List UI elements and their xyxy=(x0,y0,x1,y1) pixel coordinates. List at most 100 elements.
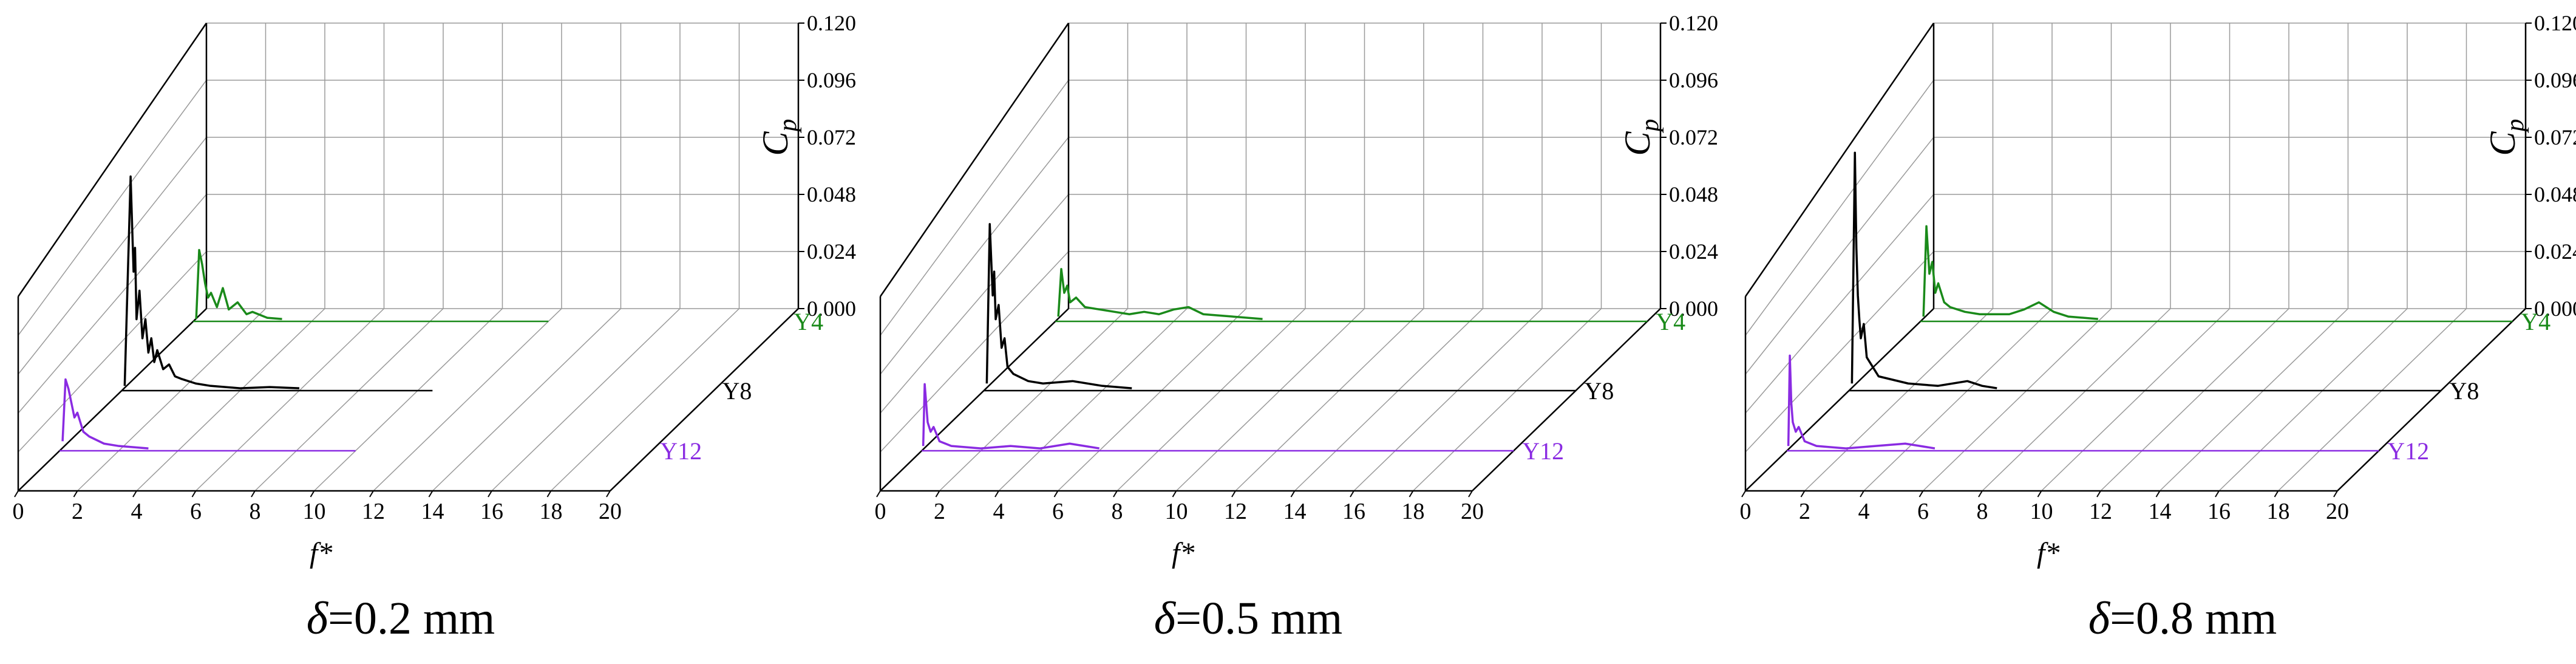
x-tick-mark xyxy=(2156,491,2160,497)
x-tick-mark xyxy=(370,491,373,497)
caption-value-3: =0.8 mm xyxy=(2110,593,2277,644)
series-label-Y8: Y8 xyxy=(2450,377,2479,405)
x-tick-mark xyxy=(2038,491,2042,497)
series-label-Y4: Y4 xyxy=(794,308,823,335)
x-tick-mark xyxy=(192,491,196,497)
x-tick-label: 2 xyxy=(1799,499,1810,524)
series-Y4: Y4 xyxy=(193,250,823,336)
x-tick-mark xyxy=(2275,491,2279,497)
side-wall-grid-line xyxy=(1745,80,1934,335)
x-tick-mark xyxy=(1742,491,1745,497)
x-tick-mark xyxy=(548,491,551,497)
side-wall-grid-line xyxy=(1745,252,1934,452)
x-tick-label: 8 xyxy=(1977,499,1988,524)
floor-grid-line xyxy=(137,309,325,491)
z-tick-label: 0.048 xyxy=(2534,182,2576,207)
x-tick-mark xyxy=(1232,491,1235,497)
z-tick-label: 0.048 xyxy=(807,182,856,207)
floor-grid-line xyxy=(1864,309,2052,491)
x-axis-label: f* xyxy=(2037,537,2059,569)
floor-grid-line xyxy=(196,309,384,491)
x-tick-label: 12 xyxy=(1224,499,1247,524)
z-tick-label: 0.024 xyxy=(1669,239,1718,264)
z-tick-label: 0.096 xyxy=(1669,68,1718,92)
series-Y4: Y4 xyxy=(1055,269,1685,335)
floor-grid-line xyxy=(1058,309,1246,491)
chart-frame xyxy=(880,23,1660,491)
x-tick-label: 2 xyxy=(934,499,945,524)
x-tick-mark xyxy=(1350,491,1354,497)
x-tick-label: 14 xyxy=(421,499,444,524)
x-tick-label: 20 xyxy=(1461,499,1484,524)
x-tick-mark xyxy=(311,491,314,497)
x-tick-mark xyxy=(607,491,610,497)
z-axis-label-main: C xyxy=(755,131,795,156)
z-axis-label-sub: p xyxy=(774,119,802,134)
x-tick-label: 2 xyxy=(72,499,83,524)
z-tick-label: 0.024 xyxy=(2534,239,2576,264)
x-tick-label: 6 xyxy=(1052,499,1064,524)
floor-grid-line xyxy=(1982,309,2170,491)
x-tick-label: 14 xyxy=(2149,499,2172,524)
z-tick-label: 0.120 xyxy=(1669,11,1718,35)
z-axis-label: Cp xyxy=(755,119,802,156)
side-wall-grid-line xyxy=(18,80,206,335)
floor-grid-line xyxy=(1354,309,1542,491)
floor-grid-line xyxy=(1295,309,1483,491)
x-tick-label: 18 xyxy=(1402,499,1425,524)
x-tick-label: 14 xyxy=(1283,499,1307,524)
x-tick-mark xyxy=(1291,491,1295,497)
x-tick-mark xyxy=(15,491,18,497)
floor-left-edge xyxy=(18,309,206,491)
chart-panel-3: 02468101214161820f*0.0000.0240.0480.0720… xyxy=(1740,11,2576,569)
z-tick-label: 0.072 xyxy=(2534,125,2576,149)
series-label-Y4: Y4 xyxy=(1656,308,1685,335)
floor-grid-line xyxy=(433,309,621,491)
series-line-Y12 xyxy=(1789,355,1935,448)
series-line-Y4 xyxy=(1923,226,2098,319)
caption-chart-1: δ=0.2 mm xyxy=(127,592,674,645)
x-tick-label: 18 xyxy=(2267,499,2290,524)
x-tick-mark xyxy=(74,491,78,497)
floor-grid-line xyxy=(999,309,1187,491)
series-line-Y12 xyxy=(923,384,1099,448)
series-Y8: Y8 xyxy=(1849,152,2479,405)
x-tick-label: 16 xyxy=(480,499,503,524)
x-tick-mark xyxy=(1173,491,1177,497)
z-tick-label: 0.096 xyxy=(2534,68,2576,92)
x-tick-label: 12 xyxy=(362,499,385,524)
x-tick-mark xyxy=(429,491,433,497)
caption-symbol-1: δ xyxy=(307,593,328,644)
side-wall-grid-line xyxy=(880,194,1069,413)
x-axis-label: f* xyxy=(310,537,332,569)
x-tick-mark xyxy=(1801,491,1805,497)
x-tick-label: 0 xyxy=(875,499,886,524)
x-tick-label: 4 xyxy=(993,499,1005,524)
side-wall-grid-line xyxy=(880,252,1069,452)
floor-grid-line xyxy=(940,309,1128,491)
caption-symbol-3: δ xyxy=(2088,593,2110,644)
z-axis-label: Cp xyxy=(1617,119,1664,156)
x-tick-label: 10 xyxy=(2030,499,2053,524)
z-tick-label: 0.072 xyxy=(1669,125,1718,149)
x-axis-label: f* xyxy=(1172,537,1194,569)
floor-grid-line xyxy=(551,309,739,491)
floor-grid-line xyxy=(2042,309,2230,491)
series-label-Y12: Y12 xyxy=(1522,437,1564,465)
x-tick-mark xyxy=(877,491,880,497)
floor-grid-line xyxy=(2279,309,2467,491)
x-tick-label: 0 xyxy=(1740,499,1752,524)
series-label-Y8: Y8 xyxy=(722,377,752,405)
floor-grid-line xyxy=(1805,309,1993,491)
x-tick-label: 20 xyxy=(599,499,622,524)
series-label-Y4: Y4 xyxy=(2521,308,2551,335)
z-axis-label-sub: p xyxy=(1636,119,1664,134)
x-tick-label: 8 xyxy=(1112,499,1123,524)
series-line-Y12 xyxy=(63,380,148,449)
side-wall-grid-line xyxy=(880,80,1069,335)
floor-grid-line xyxy=(78,309,266,491)
x-tick-label: 6 xyxy=(190,499,202,524)
caption-chart-3: δ=0.8 mm xyxy=(1909,592,2456,645)
